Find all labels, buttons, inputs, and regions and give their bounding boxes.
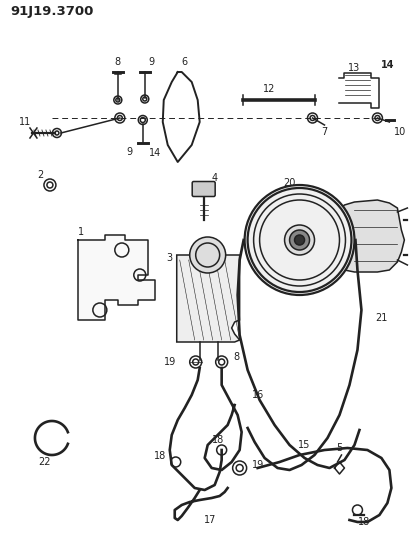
Text: 8: 8 [115, 57, 121, 67]
Text: 10: 10 [393, 127, 406, 137]
Circle shape [189, 237, 225, 273]
Text: 18: 18 [153, 451, 166, 461]
Polygon shape [176, 255, 239, 342]
Text: 18: 18 [211, 435, 223, 445]
Text: 7: 7 [321, 127, 327, 137]
Text: 12: 12 [263, 84, 275, 94]
Text: 6: 6 [181, 57, 187, 67]
Text: 13: 13 [348, 63, 360, 73]
Text: 2: 2 [37, 170, 43, 180]
Text: 4: 4 [211, 173, 217, 183]
Text: 8: 8 [233, 352, 239, 362]
Text: 1: 1 [78, 227, 84, 237]
Text: 17: 17 [203, 515, 216, 525]
Text: 91J19.3700: 91J19.3700 [10, 5, 93, 19]
Text: 21: 21 [374, 313, 387, 323]
Text: 14: 14 [380, 60, 393, 70]
Circle shape [289, 230, 309, 250]
Circle shape [284, 225, 314, 255]
Text: 9: 9 [148, 57, 155, 67]
Text: 16: 16 [251, 390, 263, 400]
FancyBboxPatch shape [192, 182, 215, 197]
Text: 14: 14 [148, 148, 160, 158]
Polygon shape [337, 200, 403, 272]
Text: 19: 19 [251, 460, 263, 470]
Text: 15: 15 [298, 440, 310, 450]
Text: 5: 5 [335, 443, 342, 453]
Polygon shape [78, 235, 154, 320]
Text: 9: 9 [126, 147, 133, 157]
Text: 19: 19 [163, 357, 175, 367]
Text: 3: 3 [166, 253, 172, 263]
Circle shape [294, 235, 304, 245]
Text: 22: 22 [38, 457, 51, 467]
Text: 11: 11 [19, 117, 31, 127]
Circle shape [244, 185, 354, 295]
Text: 20: 20 [283, 178, 295, 188]
Text: 18: 18 [357, 517, 370, 527]
